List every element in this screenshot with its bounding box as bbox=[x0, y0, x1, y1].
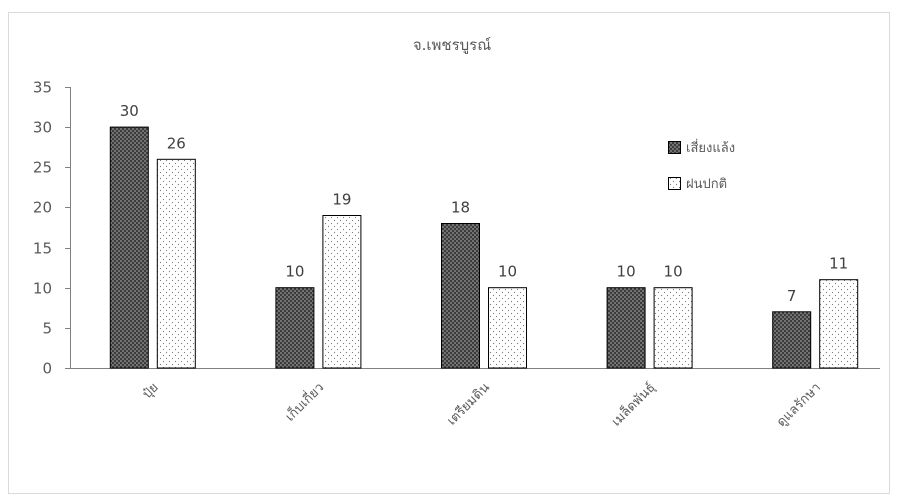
category-group: 7 11 ดูแลรักษา bbox=[772, 255, 859, 430]
y-tick-label: 5 bbox=[42, 320, 52, 338]
chart-title: จ.เพชรบูรณ์ bbox=[413, 36, 491, 54]
bar-drought bbox=[109, 126, 149, 369]
category-label: ปุ๋ย bbox=[140, 380, 162, 402]
plot-area: 0 5 10 15 20 25 30 35 30 26 ปุ๋ย 10 19 เก็บเกี่ยว 18 10… bbox=[33, 79, 880, 430]
y-tick-label: 25 bbox=[33, 159, 52, 177]
chart-frame bbox=[8, 12, 890, 494]
category-label: เมล็ดพันธุ์ bbox=[607, 378, 658, 429]
category-label: เก็บเกี่ยว bbox=[281, 378, 328, 425]
category-group: 30 26 ปุ๋ย bbox=[109, 102, 196, 402]
category-label: ดูแลรักษา bbox=[774, 380, 824, 430]
data-label: 10 bbox=[498, 263, 517, 281]
bar-drought bbox=[275, 287, 315, 369]
legend-swatch-normal-rain bbox=[668, 177, 681, 190]
y-tick-label: 20 bbox=[33, 199, 52, 217]
category-group: 10 19 เก็บเกี่ยว bbox=[275, 191, 362, 425]
bar-normal-rain bbox=[156, 158, 196, 369]
data-label: 11 bbox=[829, 255, 848, 273]
bar-drought bbox=[441, 223, 480, 369]
data-label: 10 bbox=[664, 263, 683, 281]
data-label: 7 bbox=[787, 287, 797, 305]
y-tick-label: 35 bbox=[33, 79, 52, 97]
bar-drought bbox=[606, 287, 646, 369]
y-tick-label: 0 bbox=[42, 360, 52, 378]
data-label: 18 bbox=[451, 199, 470, 217]
bar-normal-rain bbox=[322, 215, 362, 369]
legend-label-normal-rain: ฝนปกติ bbox=[686, 177, 727, 192]
y-tick-label: 30 bbox=[33, 119, 52, 137]
legend-item-drought: เสี่ยงแล้ง bbox=[668, 139, 735, 156]
bar-normal-rain bbox=[819, 279, 859, 369]
legend-swatch-drought bbox=[668, 141, 681, 154]
data-label: 10 bbox=[617, 263, 636, 281]
bar-normal-rain bbox=[653, 287, 693, 369]
y-tick-label: 10 bbox=[33, 280, 52, 298]
y-tick-label: 15 bbox=[33, 240, 52, 258]
legend-item-normal-rain: ฝนปกติ bbox=[668, 177, 727, 192]
data-label: 19 bbox=[332, 191, 351, 209]
legend-label-drought: เสี่ยงแล้ง bbox=[686, 139, 735, 156]
bar-normal-rain bbox=[488, 287, 527, 369]
data-label: 10 bbox=[285, 263, 304, 281]
category-label: เตรียมดิน bbox=[444, 379, 493, 428]
bar-drought bbox=[772, 311, 812, 369]
legend: เสี่ยงแล้ง ฝนปกติ bbox=[668, 139, 735, 192]
data-label: 26 bbox=[167, 134, 186, 152]
category-group: 10 10 เมล็ดพันธุ์ bbox=[606, 263, 693, 430]
data-label: 30 bbox=[120, 102, 139, 120]
category-group: 18 10 เตรียมดิน bbox=[441, 199, 527, 429]
